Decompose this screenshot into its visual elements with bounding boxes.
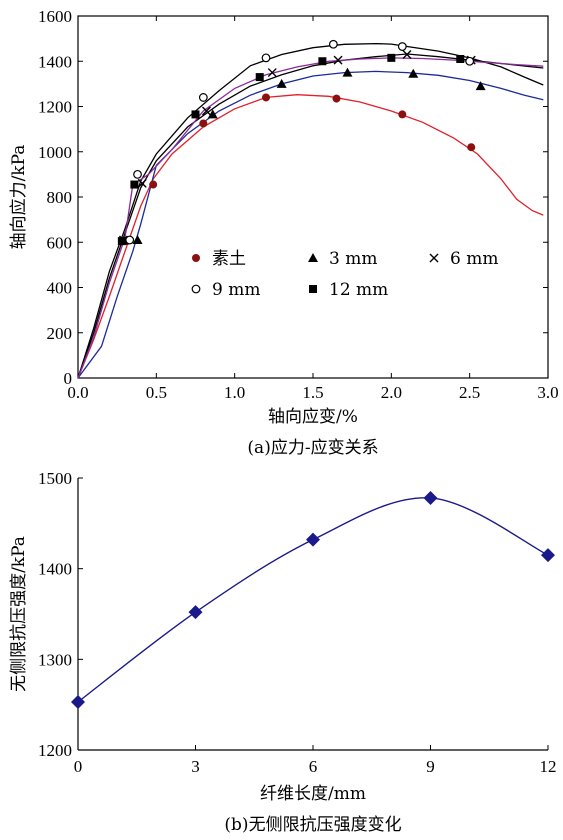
series-line-3 <box>77 42 544 379</box>
x-tick-label: 2.0 <box>381 383 402 402</box>
y-tick-label: 1200 <box>38 98 72 117</box>
data-point-1 <box>207 109 218 119</box>
y-axis-ticks: 1200 1300 1400 1500 <box>38 469 83 760</box>
legend-label-3: 9 mm <box>212 280 260 300</box>
x-tick-label: 2.5 <box>459 383 480 402</box>
series-line-0 <box>77 94 544 379</box>
x-tick-label: 12 <box>540 757 557 776</box>
y-tick-label: 1500 <box>38 469 72 488</box>
series-line <box>77 497 549 703</box>
data-point <box>188 605 203 620</box>
chart-stress-strain: 0.0 0.5 1.0 1.5 2.0 2.5 3.0 0 200 400 600 800 1000 1… <box>9 7 559 458</box>
series-lines <box>77 42 544 379</box>
legend-marker-0 <box>192 254 200 262</box>
data-point-2 <box>137 178 147 188</box>
legend-label-0: 素土 <box>212 249 246 269</box>
legend-label-2: 6 mm <box>450 249 498 269</box>
data-point-2 <box>201 106 211 116</box>
data-point-3 <box>198 93 208 102</box>
y-axis-ticks: 0 200 400 600 800 1000 1200 1400 1600 <box>38 7 548 388</box>
data-point-2 <box>333 55 343 65</box>
data-point-3 <box>125 235 135 245</box>
y-tick-label: 1000 <box>38 143 72 162</box>
data-point-4 <box>318 57 327 66</box>
series-line <box>77 497 549 703</box>
data-point-0 <box>332 94 341 103</box>
data-point-0 <box>262 93 270 102</box>
data-point-4 <box>387 53 396 62</box>
x-tick-label: 0.5 <box>146 383 167 402</box>
x-tick-label: 3.0 <box>537 383 558 402</box>
x-tick-label: 0 <box>74 757 83 776</box>
data-point-4 <box>117 237 126 246</box>
data-point <box>71 694 85 709</box>
x-axis-label: 纤维长度/mm <box>260 784 366 804</box>
x-tick-label: 0.0 <box>67 383 88 402</box>
data-point-4 <box>456 54 465 63</box>
y-axis-label: 无侧限抗压强度/kPa <box>9 536 29 692</box>
legend-label-1: 3 mm <box>329 249 377 269</box>
data-point-3 <box>328 39 338 49</box>
data-point-4 <box>191 110 200 119</box>
data-point <box>423 490 438 505</box>
series-line-2 <box>77 53 544 379</box>
data-point-3 <box>261 53 271 63</box>
legend-marker-2 <box>429 253 439 263</box>
y-tick-label: 200 <box>47 324 73 343</box>
legend-marker-3 <box>191 284 201 294</box>
chart-caption: (b)无侧限抗压强度变化 <box>224 815 401 835</box>
x-tick-label: 1.5 <box>302 383 323 402</box>
x-tick-label: 9 <box>426 757 435 776</box>
legend-marker-1 <box>308 253 318 262</box>
data-point-2 <box>267 68 277 78</box>
x-axis-ticks: 0 3 6 9 12 <box>74 745 557 776</box>
series-markers <box>117 39 486 246</box>
data-point <box>306 532 320 547</box>
series-line-4 <box>77 57 544 379</box>
x-axis-ticks: 0.0 0.5 1.0 1.5 2.0 2.5 3.0 <box>67 16 559 402</box>
y-tick-label: 0 <box>64 369 73 388</box>
data-point-3 <box>133 169 142 179</box>
x-axis-label: 轴向应变/% <box>268 407 358 427</box>
data-point-1 <box>475 81 486 91</box>
legend-label-4: 12 mm <box>329 280 388 300</box>
data-point-3 <box>397 42 407 51</box>
data-point-4 <box>130 180 139 189</box>
data-point-0 <box>467 143 476 152</box>
data-point-0 <box>149 180 158 189</box>
y-tick-label: 1600 <box>38 7 72 26</box>
legend-marker-4 <box>309 285 317 293</box>
series-markers <box>71 490 555 709</box>
legend: 素土 3 mm 6 mm 9 mm 12 mm <box>191 249 498 300</box>
y-tick-label: 1200 <box>38 741 72 760</box>
y-axis-label: 轴向应力/kPa <box>9 145 29 250</box>
data-point-1 <box>276 78 287 88</box>
data-point-3 <box>465 56 475 66</box>
y-tick-label: 600 <box>47 233 73 252</box>
data-point-4 <box>255 73 264 82</box>
x-tick-label: 3 <box>191 757 200 776</box>
y-tick-label: 1300 <box>38 650 72 669</box>
data-point <box>541 548 555 563</box>
y-tick-label: 1400 <box>38 52 72 71</box>
data-point-2 <box>402 49 412 59</box>
chart-caption: (a)应力-应变关系 <box>247 438 378 458</box>
data-point-0 <box>199 119 208 128</box>
data-point-1 <box>132 234 143 244</box>
y-tick-label: 800 <box>47 188 73 207</box>
y-tick-label: 400 <box>47 279 73 298</box>
chart-ucs-fiber-length: 0 3 6 9 12 1200 1300 1400 1500 纤维长度/mm 无侧限抗压强度/… <box>9 469 557 835</box>
data-point-1 <box>342 67 353 77</box>
series-line-1 <box>77 70 544 379</box>
y-tick-label: 1400 <box>38 560 72 579</box>
data-point-0 <box>398 110 407 119</box>
x-tick-label: 6 <box>309 757 318 776</box>
data-point-1 <box>408 68 419 78</box>
x-tick-label: 1.0 <box>224 383 245 402</box>
